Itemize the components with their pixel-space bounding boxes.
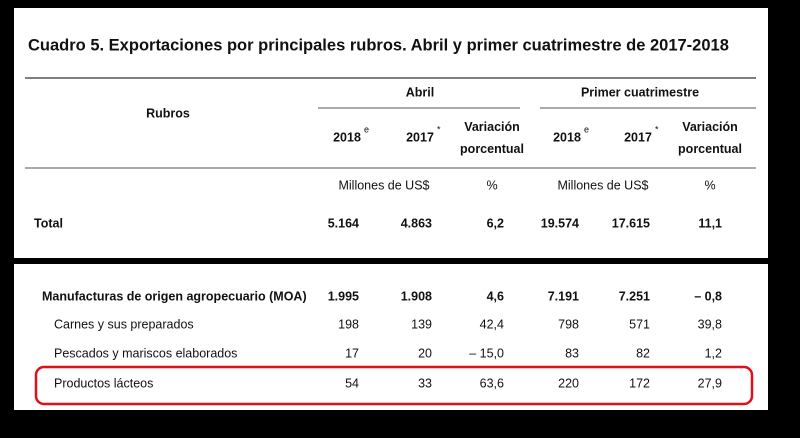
cell: 6,2 [487, 216, 504, 230]
row-name: Carnes y sus preparados [54, 317, 194, 331]
column-header: Variación porcentual [678, 120, 742, 156]
cell: 11,1 [698, 216, 722, 230]
cell: – 15,0 [469, 346, 504, 360]
column-sup: e [364, 124, 369, 134]
cell: 172 [629, 376, 650, 390]
cell: 139 [411, 317, 432, 331]
cell: 4.863 [401, 216, 432, 230]
unit-label: % [486, 178, 497, 192]
cell: 1.995 [328, 289, 359, 303]
column-header-line: porcentual [678, 142, 742, 156]
cell: 7.251 [619, 289, 650, 303]
cell: 198 [338, 317, 359, 331]
cell: 39,8 [698, 317, 722, 331]
cell: 1,2 [705, 346, 722, 360]
cell: 17 [345, 346, 359, 360]
unit-label: % [704, 178, 715, 192]
cell: 19.574 [541, 216, 579, 230]
rubros-header: Rubros [146, 106, 190, 120]
column-header: 2018 [333, 130, 361, 144]
cell: 33 [418, 376, 432, 390]
unit-label: Millones de US$ [557, 178, 648, 192]
cell: 5.164 [328, 216, 359, 230]
unit-label: Millones de US$ [338, 178, 429, 192]
column-sup: * [655, 124, 659, 134]
cell: 571 [629, 317, 650, 331]
cell: 27,9 [698, 376, 722, 390]
cell: 220 [558, 376, 579, 390]
title: Cuadro 5. Exportaciones por principales … [28, 36, 729, 54]
cell: 1.908 [401, 289, 432, 303]
cell: 63,6 [480, 376, 504, 390]
column-header-line: Variación [464, 120, 520, 134]
group-header: Abril [406, 85, 434, 99]
cell: 54 [345, 376, 359, 390]
column-header: Variación porcentual [460, 120, 524, 156]
row-name: Manufacturas de origen agropecuario (MOA… [42, 289, 307, 303]
cell: 83 [565, 346, 579, 360]
highlight [34, 365, 754, 406]
column-sup: e [584, 124, 589, 134]
column-header: 2018 [553, 130, 581, 144]
panel [14, 264, 768, 410]
row-name: Productos lácteos [54, 376, 153, 390]
cell: 42,4 [480, 317, 504, 331]
cell: 17.615 [612, 216, 650, 230]
cell: – 0,8 [694, 289, 722, 303]
row-name: Total [34, 216, 63, 230]
column-header-line: porcentual [460, 142, 524, 156]
cell: 82 [636, 346, 650, 360]
row-name: Pescados y mariscos elaborados [54, 346, 237, 360]
group-header: Primer cuatrimestre [581, 85, 699, 99]
cell: 20 [418, 346, 432, 360]
cell: 4,6 [487, 289, 504, 303]
cell: 798 [558, 317, 579, 331]
column-header-line: Variación [682, 120, 738, 134]
column-header: 2017 [406, 130, 434, 144]
column-header: 2017 [624, 130, 652, 144]
cell: 7.191 [548, 289, 579, 303]
panel [14, 8, 768, 258]
column-sup: * [437, 124, 441, 134]
